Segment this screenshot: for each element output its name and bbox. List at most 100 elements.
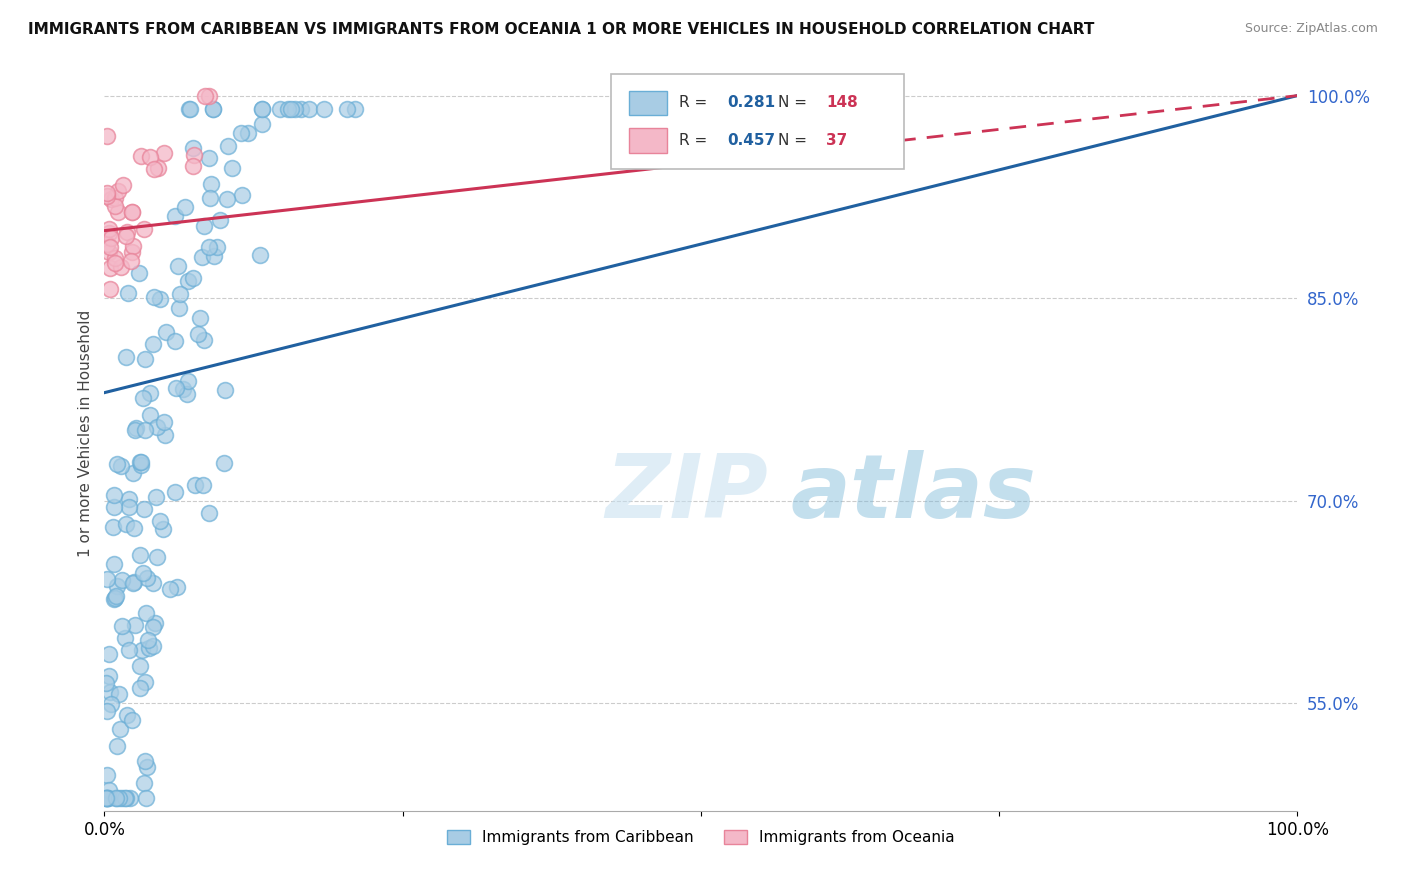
Text: atlas: atlas bbox=[790, 450, 1036, 537]
Point bbox=[108, 687, 131, 701]
Point bbox=[134, 754, 156, 768]
Point bbox=[142, 640, 165, 654]
Point bbox=[129, 458, 152, 472]
Point bbox=[152, 522, 174, 536]
Point bbox=[110, 619, 132, 633]
Point bbox=[98, 245, 121, 260]
Point bbox=[139, 150, 162, 164]
Point bbox=[207, 240, 229, 254]
Point bbox=[145, 549, 167, 564]
Point bbox=[132, 502, 155, 516]
Point bbox=[177, 274, 200, 288]
Point bbox=[139, 386, 162, 401]
Point bbox=[155, 325, 177, 339]
Point bbox=[96, 768, 118, 782]
Point bbox=[110, 260, 132, 275]
Point bbox=[181, 159, 204, 173]
Point bbox=[100, 282, 122, 296]
Point bbox=[194, 88, 217, 103]
Point bbox=[165, 381, 187, 395]
Point bbox=[212, 456, 235, 470]
Point bbox=[231, 187, 253, 202]
Point bbox=[181, 141, 204, 155]
Point bbox=[138, 641, 160, 656]
Point bbox=[221, 161, 243, 175]
Point bbox=[115, 516, 138, 531]
Point bbox=[117, 285, 139, 300]
Point bbox=[104, 198, 127, 212]
Point bbox=[231, 126, 253, 140]
Point bbox=[249, 248, 271, 262]
Point bbox=[159, 582, 181, 597]
FancyBboxPatch shape bbox=[630, 91, 668, 115]
Point bbox=[190, 311, 212, 326]
Point bbox=[142, 336, 165, 351]
Point bbox=[104, 252, 127, 266]
Point bbox=[96, 237, 118, 252]
Point bbox=[336, 102, 359, 116]
Point bbox=[96, 790, 118, 805]
Text: R =: R = bbox=[679, 133, 713, 148]
Point bbox=[143, 615, 166, 630]
Point bbox=[115, 228, 138, 243]
Point bbox=[118, 492, 141, 507]
Point bbox=[176, 387, 198, 401]
Point bbox=[96, 572, 118, 586]
Point bbox=[94, 790, 117, 805]
Point bbox=[142, 620, 165, 634]
Point bbox=[134, 351, 156, 366]
Point bbox=[107, 204, 129, 219]
Point bbox=[128, 681, 150, 695]
Point bbox=[125, 420, 148, 434]
Point bbox=[121, 205, 143, 219]
Point bbox=[107, 184, 129, 198]
Point bbox=[250, 117, 273, 131]
Point bbox=[114, 632, 136, 646]
Point bbox=[120, 254, 142, 268]
Point bbox=[142, 162, 165, 177]
Point bbox=[187, 326, 209, 341]
Point bbox=[105, 739, 128, 753]
Text: 0.457: 0.457 bbox=[727, 133, 775, 148]
Point bbox=[172, 382, 194, 396]
Point bbox=[121, 714, 143, 728]
Point bbox=[280, 102, 302, 116]
Point bbox=[198, 88, 221, 103]
Point bbox=[191, 251, 214, 265]
Point bbox=[284, 102, 307, 116]
Point bbox=[153, 428, 176, 442]
Point bbox=[105, 790, 128, 805]
Point bbox=[146, 161, 169, 175]
Point bbox=[107, 579, 129, 593]
Point bbox=[193, 478, 215, 492]
Point bbox=[198, 506, 221, 520]
Point bbox=[145, 490, 167, 504]
Point bbox=[163, 209, 186, 223]
Point bbox=[98, 669, 121, 683]
Point bbox=[167, 259, 190, 273]
Point bbox=[128, 455, 150, 469]
Point bbox=[117, 500, 139, 514]
Point bbox=[174, 200, 197, 214]
Point bbox=[103, 520, 125, 534]
Point bbox=[131, 566, 153, 581]
Point bbox=[132, 776, 155, 790]
Point bbox=[117, 643, 139, 657]
Point bbox=[198, 240, 221, 254]
Point bbox=[97, 221, 120, 235]
Point bbox=[100, 698, 122, 712]
Point bbox=[135, 571, 157, 585]
Point bbox=[108, 790, 131, 805]
Point bbox=[100, 192, 122, 206]
Point bbox=[128, 266, 150, 280]
Text: IMMIGRANTS FROM CARIBBEAN VS IMMIGRANTS FROM OCEANIA 1 OR MORE VEHICLES IN HOUSE: IMMIGRANTS FROM CARIBBEAN VS IMMIGRANTS … bbox=[28, 22, 1094, 37]
Point bbox=[149, 514, 172, 528]
Point bbox=[114, 790, 136, 805]
Point bbox=[169, 286, 191, 301]
Point bbox=[115, 225, 138, 239]
Point bbox=[129, 455, 152, 469]
Point bbox=[114, 790, 136, 805]
Point bbox=[103, 592, 125, 607]
Point bbox=[122, 466, 145, 480]
Point bbox=[103, 488, 125, 502]
